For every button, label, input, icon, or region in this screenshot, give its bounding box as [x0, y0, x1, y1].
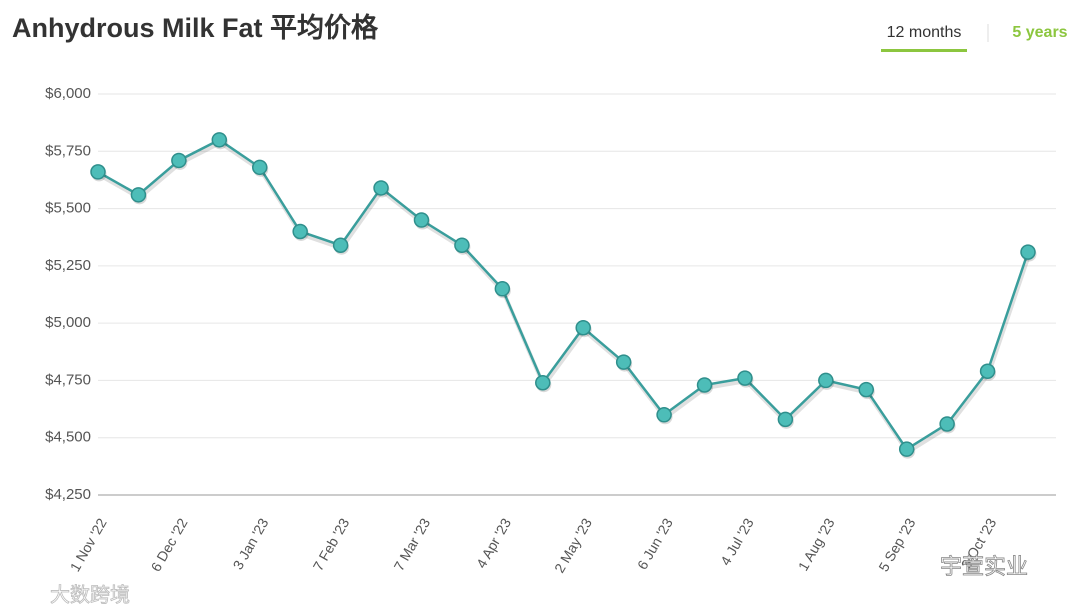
x-tick-label: 1 Nov '22: [67, 515, 110, 574]
point: [332, 237, 349, 253]
y-tick-label: $5,000: [45, 314, 91, 331]
point: [454, 237, 470, 253]
point: [939, 416, 955, 432]
point: [858, 381, 875, 398]
point: [898, 441, 915, 457]
x-tick-label: 5 Sep '23: [875, 515, 918, 574]
point: [373, 180, 389, 196]
point: [211, 132, 228, 148]
point: [615, 354, 632, 370]
y-tick-label: $4,250: [45, 486, 91, 503]
x-tick-label: 7 Feb '23: [310, 515, 353, 573]
y-tick-label: $5,250: [45, 257, 91, 274]
x-tick-label: 4 Jul '23: [717, 515, 757, 568]
watermark: 大数跨境: [50, 583, 130, 606]
x-tick-label: 7 Mar '23: [390, 515, 433, 573]
point: [90, 164, 106, 180]
point: [737, 370, 753, 386]
point: [575, 319, 591, 336]
point: [1020, 244, 1036, 260]
y-tick-label: $5,750: [45, 142, 91, 159]
tab[interactable]: 5 years: [1012, 24, 1067, 41]
watermark: 宇萱实业: [940, 554, 1028, 579]
x-tick-label: 3 Jan '23: [229, 515, 271, 572]
line-shadow: [98, 140, 1031, 455]
point: [413, 212, 430, 228]
x-tick-label: 6 Jun '23: [634, 515, 676, 572]
x-tick-label: 2 May '23: [551, 515, 595, 575]
point: [696, 377, 713, 393]
x-tick-label: 4 Apr '23: [473, 515, 514, 571]
point: [494, 281, 511, 297]
tab[interactable]: 12 months: [887, 24, 962, 41]
point: [979, 363, 996, 380]
x-tick-label: 1 Aug '23: [795, 515, 838, 573]
chart-title: Anhydrous Milk Fat 平均价格: [12, 13, 379, 43]
x-tick-label: 6 Dec '22: [147, 515, 190, 574]
point: [251, 159, 268, 176]
point: [130, 187, 147, 203]
y-tick-label: $5,500: [45, 200, 91, 217]
point: [171, 152, 187, 169]
y-tick-label: $4,500: [45, 429, 91, 446]
point: [818, 372, 834, 389]
y-tick-label: $6,000: [45, 85, 91, 102]
point: [777, 411, 794, 428]
tab-underline: [881, 49, 967, 52]
point: [656, 407, 672, 423]
point: [292, 223, 308, 240]
line: [97, 138, 1030, 451]
point: [535, 374, 551, 391]
y-tick-label: $4,750: [45, 371, 91, 388]
